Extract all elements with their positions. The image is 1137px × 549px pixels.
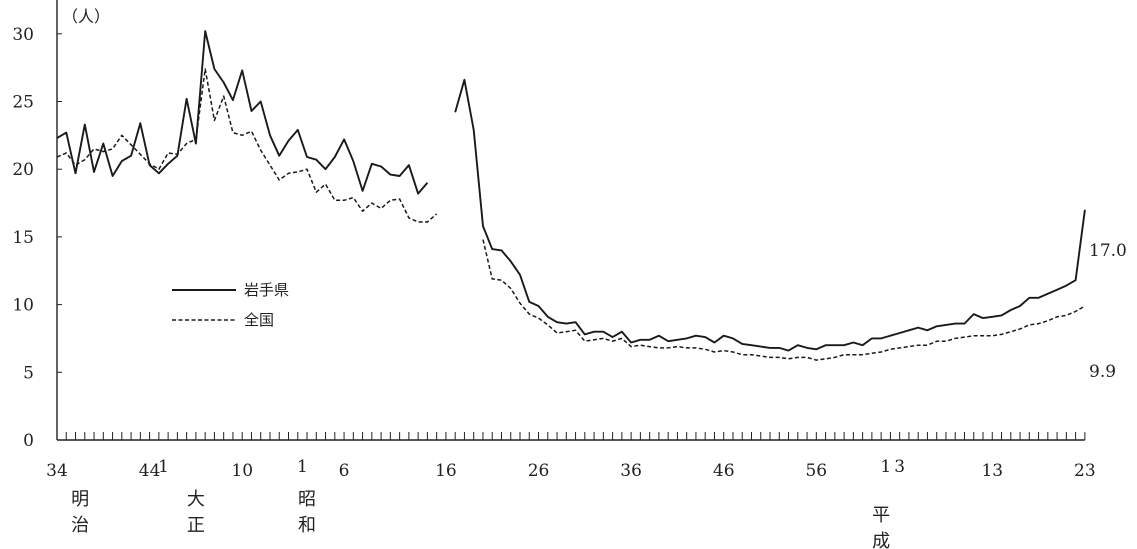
x-tick-label: 44	[139, 461, 161, 481]
x-tick-label: 46	[713, 461, 735, 481]
series-end-value-label: 17.0	[1089, 241, 1127, 261]
x-tick-label: 6	[339, 461, 350, 481]
series-line-1-segment-1	[482, 239, 1086, 361]
x-tick-label: 56	[805, 461, 827, 481]
era-label-char: 平	[872, 505, 890, 526]
x-tick-label: 26	[528, 461, 550, 481]
y-tick-label: 0	[23, 431, 34, 451]
era-label-char: 正	[187, 515, 205, 536]
y-axis-unit-label: （人）	[62, 7, 110, 26]
x-tick-label: 1	[158, 457, 169, 477]
series-line-1-segment-0	[56, 68, 438, 223]
era-label-char: 成	[872, 531, 890, 549]
x-tick-label: 1	[297, 457, 308, 477]
era-label-char: 昭	[298, 489, 316, 510]
y-tick-label: 5	[23, 363, 34, 383]
era-label-char: 明	[71, 489, 89, 510]
y-tick-label: 20	[12, 160, 34, 180]
y-tick-label: 10	[12, 296, 34, 316]
x-axis: 34 441 10 1 6 16 26 36 46 56 1 3 13 23	[46, 432, 1096, 481]
era-label-char: 治	[71, 515, 89, 536]
series-line-0-segment-1	[454, 78, 1086, 352]
x-tick-label: 10	[231, 461, 253, 481]
x-tick-label: 13	[981, 461, 1003, 481]
x-tick-label: 23	[1074, 461, 1096, 481]
y-axis: 05101520253035	[12, 0, 62, 451]
y-tick-label: 25	[12, 93, 34, 113]
era-label-char: 大	[187, 489, 205, 510]
y-tick-label: 15	[12, 228, 34, 248]
era-labels: 明治 大正 昭和 平成	[71, 489, 890, 549]
series-layer	[56, 30, 1086, 361]
y-tick-label: 30	[12, 25, 34, 45]
x-tick-label: 34	[46, 461, 68, 481]
x-tick-label: 16	[435, 461, 457, 481]
x-tick-label: 3	[894, 457, 905, 477]
series-end-value-label: 9.9	[1089, 362, 1116, 382]
legend-label: 全国	[244, 311, 274, 329]
era-label-char: 和	[298, 515, 316, 536]
series-line-0-segment-0	[56, 30, 429, 195]
x-tick-label: 36	[620, 461, 642, 481]
x-tick-label: 1	[880, 457, 891, 477]
legend-label: 岩手県	[244, 281, 289, 299]
end-labels: 17.0 9.9	[1089, 241, 1127, 382]
